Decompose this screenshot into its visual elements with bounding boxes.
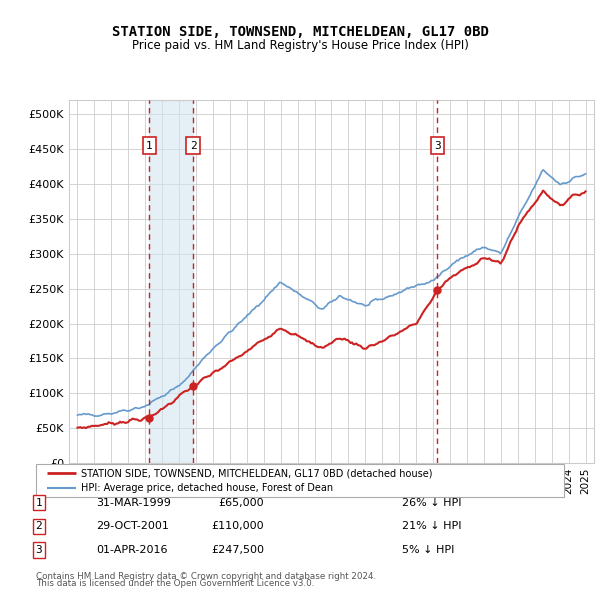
Text: Contains HM Land Registry data © Crown copyright and database right 2024.: Contains HM Land Registry data © Crown c…	[36, 572, 376, 581]
Text: 21% ↓ HPI: 21% ↓ HPI	[402, 522, 461, 531]
Text: This data is licensed under the Open Government Licence v3.0.: This data is licensed under the Open Gov…	[36, 579, 314, 588]
Text: Price paid vs. HM Land Registry's House Price Index (HPI): Price paid vs. HM Land Registry's House …	[131, 39, 469, 52]
Text: £65,000: £65,000	[218, 498, 264, 507]
Text: HPI: Average price, detached house, Forest of Dean: HPI: Average price, detached house, Fore…	[81, 483, 333, 493]
FancyBboxPatch shape	[36, 464, 564, 497]
Text: STATION SIDE, TOWNSEND, MITCHELDEAN, GL17 0BD: STATION SIDE, TOWNSEND, MITCHELDEAN, GL1…	[112, 25, 488, 39]
Text: STATION SIDE, TOWNSEND, MITCHELDEAN, GL17 0BD (detached house): STATION SIDE, TOWNSEND, MITCHELDEAN, GL1…	[81, 468, 433, 478]
Text: 01-APR-2016: 01-APR-2016	[96, 545, 167, 555]
Text: 5% ↓ HPI: 5% ↓ HPI	[402, 545, 454, 555]
Text: 29-OCT-2001: 29-OCT-2001	[96, 522, 169, 531]
Text: 2: 2	[190, 140, 197, 150]
Text: 1: 1	[146, 140, 153, 150]
Text: 3: 3	[35, 545, 43, 555]
Text: £110,000: £110,000	[211, 522, 264, 531]
Text: £247,500: £247,500	[211, 545, 264, 555]
Text: 1: 1	[35, 498, 43, 507]
Bar	[149, 100, 193, 463]
Text: 2: 2	[35, 522, 43, 531]
Text: 31-MAR-1999: 31-MAR-1999	[96, 498, 171, 507]
Text: 3: 3	[434, 140, 441, 150]
Text: 26% ↓ HPI: 26% ↓ HPI	[402, 498, 461, 507]
